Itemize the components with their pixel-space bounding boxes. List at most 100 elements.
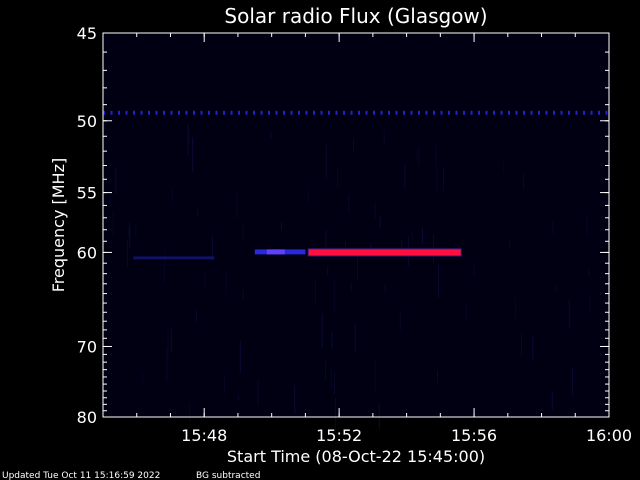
interference-line-49.5MHz-segment bbox=[538, 110, 540, 115]
noise-streak bbox=[572, 367, 573, 396]
faint-emission bbox=[133, 256, 215, 260]
noise-streak bbox=[167, 329, 169, 362]
interference-line-49.5MHz-segment bbox=[583, 110, 585, 115]
interference-line-49.5MHz-segment bbox=[155, 110, 158, 115]
noise-streak bbox=[188, 133, 190, 143]
interference-line-49.5MHz-segment bbox=[245, 110, 248, 115]
burst-core bbox=[308, 249, 461, 256]
noise-streak bbox=[225, 271, 227, 295]
interference-line-49.5MHz-segment bbox=[103, 110, 105, 115]
interference-line-49.5MHz-segment bbox=[553, 110, 555, 115]
interference-line-49.5MHz-segment bbox=[320, 110, 323, 115]
plot-area bbox=[103, 33, 609, 417]
noise-streak bbox=[333, 370, 335, 395]
interference-line-49.5MHz-segment bbox=[140, 110, 143, 115]
interference-line-49.5MHz-segment bbox=[215, 110, 218, 115]
noise-streak bbox=[335, 397, 336, 431]
interference-line-49.5MHz-segment bbox=[163, 110, 165, 115]
interference-line-49.5MHz-segment bbox=[425, 110, 428, 115]
noise-streak bbox=[436, 166, 438, 194]
noise-streak bbox=[521, 334, 522, 356]
noise-streak bbox=[109, 192, 111, 203]
noise-streak bbox=[523, 173, 525, 190]
interference-line-49.5MHz-segment bbox=[545, 110, 548, 115]
y-tick-label: 45 bbox=[77, 24, 97, 43]
interference-line-49.5MHz-segment bbox=[448, 110, 450, 115]
noise-streak bbox=[348, 194, 350, 213]
noise-streak bbox=[103, 261, 105, 282]
x-tick-label: 16:00 bbox=[586, 426, 632, 445]
noise-streak bbox=[437, 370, 439, 383]
noise-streak bbox=[532, 336, 534, 360]
interference-line-49.5MHz-segment bbox=[343, 110, 345, 115]
x-tick-label: 15:52 bbox=[316, 426, 362, 445]
interference-line-49.5MHz-segment bbox=[253, 110, 255, 115]
noise-streak bbox=[473, 262, 475, 276]
interference-line-49.5MHz-segment bbox=[313, 110, 315, 115]
interference-line-49.5MHz-segment bbox=[208, 110, 210, 115]
noise-streak bbox=[171, 186, 173, 207]
noise-streak bbox=[383, 129, 385, 146]
interference-line-49.5MHz-segment bbox=[433, 110, 435, 115]
interference-line-49.5MHz-segment bbox=[328, 110, 330, 115]
interference-line-49.5MHz-segment bbox=[223, 110, 225, 115]
noise-streak bbox=[418, 147, 420, 166]
noise-streak bbox=[552, 220, 554, 235]
noise-streak bbox=[443, 167, 444, 191]
noise-streak bbox=[416, 151, 418, 160]
interference-line-49.5MHz-segment bbox=[125, 110, 128, 115]
interference-line-49.5MHz-segment bbox=[230, 110, 233, 115]
interference-line-49.5MHz-segment bbox=[185, 110, 188, 115]
noise-streak bbox=[374, 358, 376, 391]
y-tick-label: 80 bbox=[77, 408, 97, 427]
noise-streak bbox=[379, 216, 381, 228]
interference-line-49.5MHz-segment bbox=[530, 110, 533, 115]
interference-line-49.5MHz-segment bbox=[410, 110, 413, 115]
noise-streak bbox=[142, 373, 143, 382]
interference-line-49.5MHz-segment bbox=[395, 110, 398, 115]
noise-streak bbox=[187, 123, 189, 155]
interference-line-49.5MHz-segment bbox=[500, 110, 503, 115]
noise-streak bbox=[401, 239, 403, 255]
noise-streak bbox=[586, 215, 588, 235]
interference-line-49.5MHz-segment bbox=[508, 110, 510, 115]
interference-line-49.5MHz-segment bbox=[575, 110, 578, 115]
interference-line-49.5MHz-segment bbox=[268, 110, 270, 115]
interference-line-49.5MHz-segment bbox=[365, 110, 368, 115]
interference-line-49.5MHz-segment bbox=[178, 110, 180, 115]
noise-streak bbox=[357, 249, 359, 282]
interference-line-49.5MHz-segment bbox=[193, 110, 195, 115]
interference-line-49.5MHz-segment bbox=[305, 110, 308, 115]
noise-streak bbox=[196, 309, 198, 323]
noise-streak bbox=[568, 298, 570, 329]
noise-streak bbox=[166, 348, 168, 382]
updated-timestamp: Updated Tue Oct 11 15:16:59 2022 bbox=[2, 471, 160, 480]
interference-line-49.5MHz-segment bbox=[275, 110, 278, 115]
noise-streak bbox=[333, 280, 335, 314]
interference-line-49.5MHz-segment bbox=[148, 110, 150, 115]
interference-line-49.5MHz-segment bbox=[485, 110, 488, 115]
interference-line-49.5MHz-segment bbox=[455, 110, 458, 115]
interference-line-49.5MHz-segment bbox=[298, 110, 300, 115]
interference-line-49.5MHz-segment bbox=[110, 110, 113, 115]
interference-line-49.5MHz-segment bbox=[523, 110, 525, 115]
noise-streak bbox=[307, 186, 309, 205]
noise-streak bbox=[384, 284, 386, 294]
interference-line-49.5MHz-segment bbox=[598, 110, 600, 115]
noise-streak bbox=[211, 234, 213, 262]
y-tick-label: 70 bbox=[77, 337, 97, 356]
noise-streak bbox=[465, 304, 467, 319]
interference-line-49.5MHz-segment bbox=[560, 110, 563, 115]
interference-line-49.5MHz-segment bbox=[403, 110, 405, 115]
interference-line-49.5MHz-segment bbox=[605, 110, 608, 115]
noise-streak bbox=[115, 166, 117, 195]
interference-line-49.5MHz-segment bbox=[335, 110, 338, 115]
noise-streak bbox=[399, 310, 401, 332]
plot-frame bbox=[102, 32, 610, 418]
noise-streak bbox=[238, 394, 239, 401]
noise-streak bbox=[331, 332, 333, 349]
noise-streak bbox=[404, 163, 406, 191]
background-note: BG subtracted bbox=[196, 471, 260, 480]
interference-line-49.5MHz-segment bbox=[358, 110, 360, 115]
